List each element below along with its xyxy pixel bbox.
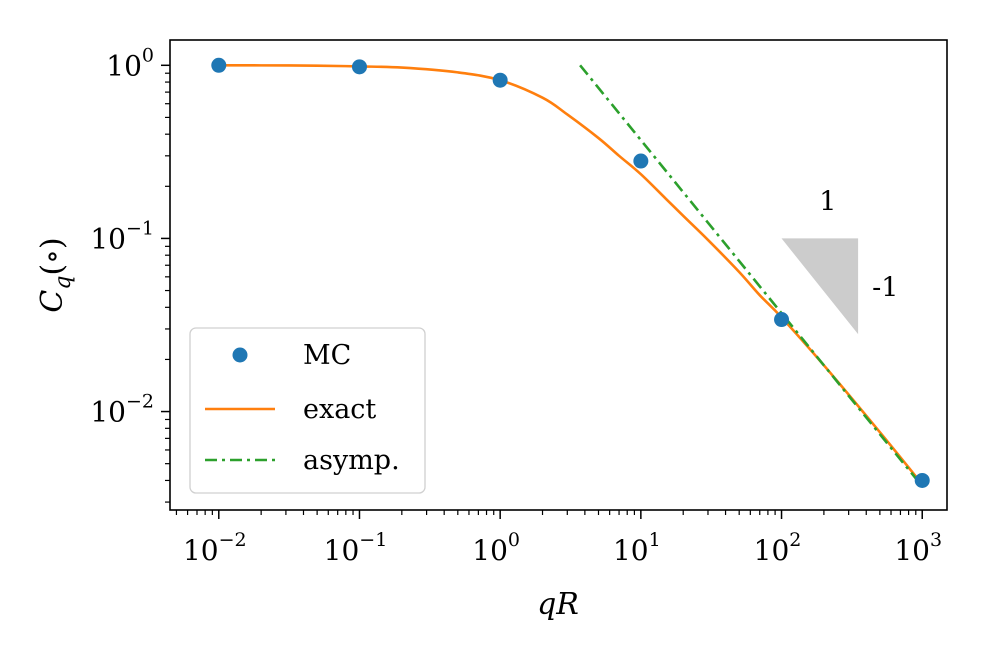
x-tick-label: 10−1	[324, 529, 388, 567]
legend: MC exact asymp.	[189, 327, 426, 494]
x-tick-label: 100	[472, 529, 520, 567]
mc-point	[774, 312, 790, 328]
mc-point	[351, 59, 367, 75]
slope-run-label: 1	[819, 186, 836, 217]
mc-point	[914, 472, 930, 488]
y-tick-label: 10−1	[90, 217, 154, 255]
x-tick-label: 10−2	[183, 529, 247, 567]
legend-label-mc: MC	[303, 340, 351, 371]
plot-frame	[169, 39, 948, 511]
y-tick-label: 10−2	[90, 391, 154, 429]
mc-point	[492, 72, 508, 88]
legend-label-exact: exact	[303, 394, 376, 425]
y-axis-label-subscript: q	[51, 276, 76, 290]
minor-ticks	[165, 72, 917, 515]
legend-box	[189, 327, 426, 494]
x-tick-label: 103	[894, 529, 942, 567]
slope-triangle	[781, 238, 859, 335]
series-points	[211, 57, 930, 488]
x-axis-label: qR	[537, 587, 579, 622]
y-axis-label: Cq(∘)	[35, 237, 76, 312]
x-tick-label: 102	[754, 529, 802, 567]
legend-label-asymp: asymp.	[303, 445, 400, 476]
y-axis-label-argument: (∘)	[35, 237, 70, 275]
mc-point	[633, 153, 649, 169]
x-tick-label: 101	[613, 529, 661, 567]
mc-point	[211, 57, 227, 73]
legend-marker-mc	[232, 347, 248, 363]
x-axis-ticks: 10−2 10−1 100 101 102 103	[183, 510, 942, 567]
y-tick-label: 100	[106, 44, 154, 82]
slope-rise-label: -1	[872, 272, 898, 303]
y-axis-label-base: C	[35, 290, 70, 313]
asymp-line	[579, 64, 924, 488]
y-axis-ticks: 10−2 10−1 100	[90, 44, 170, 429]
